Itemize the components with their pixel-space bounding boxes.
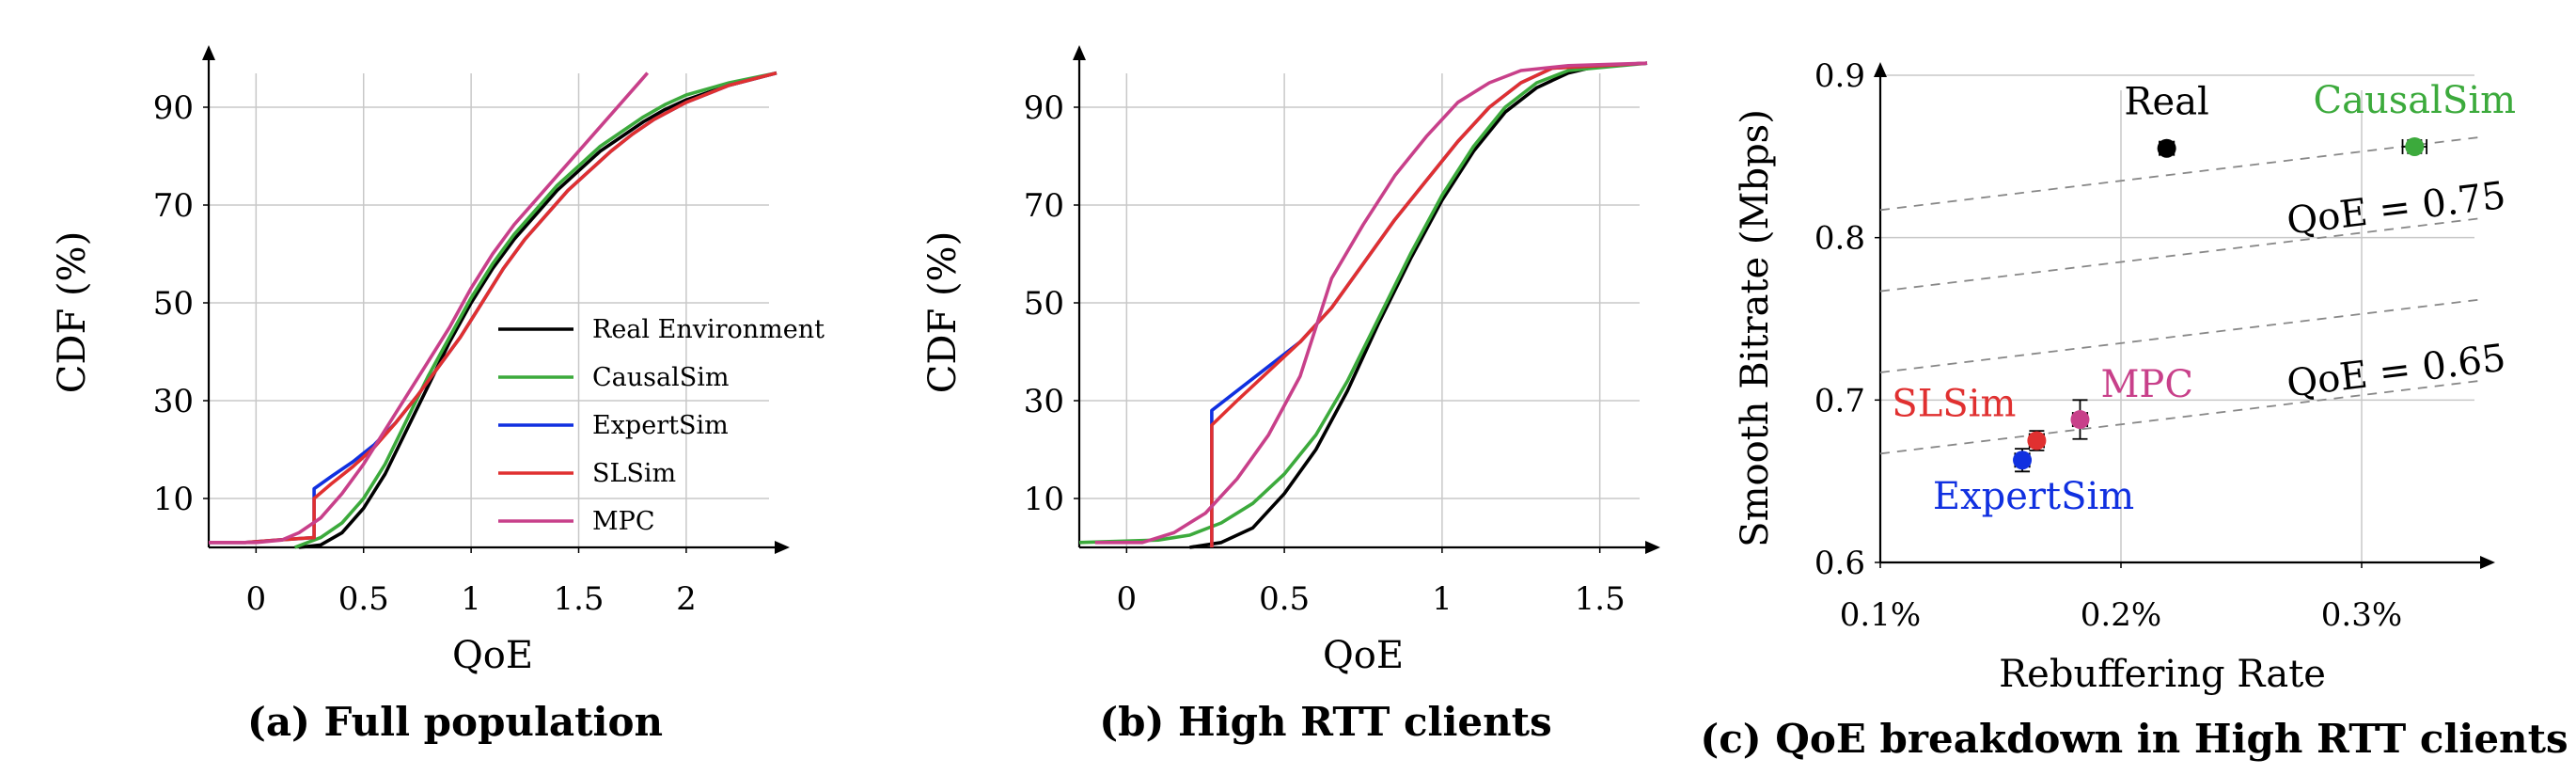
series-line-slsim — [209, 71, 778, 545]
y-tick-label: 0.6 — [1814, 545, 1865, 582]
y-axis-arrow — [1874, 62, 1887, 77]
y-tick-label: 0.8 — [1814, 220, 1865, 258]
series-line-slsim — [1210, 61, 1648, 547]
legend-label-causalsim: CausalSim — [592, 363, 729, 392]
point-label-real: Real — [2124, 81, 2208, 124]
chart-3: 0.1% 0.2% 0.3% 0.6 0.7 0.8 0.9 Rebuffering Rate… — [1700, 57, 2568, 762]
x-axis-arrow — [775, 541, 790, 554]
series-line-real-environment — [298, 71, 778, 549]
legend-label-real-environment: Real Environment — [592, 315, 825, 344]
x-tick-label: 0.3% — [2321, 596, 2402, 634]
series-line-causalsim — [1078, 61, 1648, 545]
y-axis-label: CDF (%) — [51, 231, 94, 393]
x-tick-label: 1.5 — [1575, 580, 1626, 618]
x-tick-label: 1 — [1432, 580, 1453, 618]
y-tick-label: 70 — [153, 187, 194, 225]
data-point-slsim — [2027, 431, 2047, 451]
x-tick-label: 0.1% — [1840, 596, 1921, 634]
x-tick-label: 0 — [1117, 580, 1138, 618]
point-label-causalsim: CausalSim — [2314, 79, 2517, 122]
point-label-expertsim: ExpertSim — [1933, 475, 2134, 518]
x-tick-label: 1.5 — [553, 580, 604, 618]
iso-qoe-label: QoE = 0.65 — [2285, 337, 2508, 406]
x-axis-label: Rebuffering Rate — [1999, 653, 2326, 696]
chart-1: 0 0.5 1 1.5 2 10 30 50 70 90 QoE CDF (%) (a) Full po… — [51, 45, 825, 745]
y-tick-label: 70 — [1024, 187, 1064, 225]
chart-2: 0 0.5 1 1.5 10 30 50 70 90 QoE CDF (%) (b) High RTT… — [921, 45, 1660, 745]
legend: Real Environment CausalSim ExpertSim SLSim M… — [498, 315, 825, 536]
chart-caption: (b) High RTT clients — [1099, 699, 1551, 745]
y-tick-label: 50 — [153, 285, 194, 323]
y-tick-label: 10 — [153, 481, 194, 518]
point-label-mpc: MPC — [2100, 363, 2192, 406]
legend-label-expertsim: ExpertSim — [592, 411, 729, 440]
y-tick-label: 90 — [153, 89, 194, 127]
series-line-mpc — [1094, 61, 1648, 545]
series-line-expertsim — [1210, 61, 1648, 547]
y-axis-label: Smooth Bitrate (Mbps) — [1734, 109, 1777, 547]
series-line-causalsim — [293, 71, 778, 549]
y-tick-label: 90 — [1024, 89, 1064, 127]
y-tick-label: 10 — [1024, 481, 1064, 518]
y-tick-label: 0.7 — [1814, 382, 1865, 419]
x-tick-label: 0.2% — [2081, 596, 2161, 634]
x-tick-label: 1 — [461, 580, 481, 618]
data-point-expertsim — [2013, 451, 2033, 470]
x-axis-label: QoE — [452, 634, 533, 677]
y-tick-label: 0.9 — [1814, 57, 1865, 95]
y-axis-label: CDF (%) — [921, 231, 965, 393]
legend-label-mpc: MPC — [592, 507, 654, 536]
y-tick-label: 30 — [1024, 383, 1064, 420]
y-axis-arrow — [202, 45, 215, 60]
x-tick-label: 0 — [246, 580, 267, 618]
series-line-real-environment — [1189, 61, 1648, 549]
chart-caption: (a) Full population — [247, 699, 663, 745]
iso-qoe-label: QoE = 0.75 — [2285, 174, 2508, 244]
y-axis-arrow — [1073, 45, 1086, 60]
point-label-slsim: SLSim — [1892, 383, 2016, 426]
legend-label-slsim: SLSim — [592, 459, 676, 488]
x-axis-arrow — [1645, 541, 1660, 554]
x-tick-label: 0.5 — [338, 580, 389, 618]
y-tick-label: 30 — [153, 383, 194, 420]
x-axis-label: QoE — [1323, 634, 1404, 677]
y-tick-label: 50 — [1024, 285, 1064, 323]
series-line-mpc — [209, 71, 650, 545]
x-axis-arrow — [2480, 556, 2495, 569]
series-line-expertsim — [209, 71, 778, 545]
data-point-real — [2157, 138, 2176, 158]
x-tick-label: 0.5 — [1259, 580, 1310, 618]
x-tick-label: 2 — [676, 580, 697, 618]
data-point-mpc — [2070, 410, 2090, 430]
chart-caption: (c) QoE breakdown in High RTT clients — [1700, 716, 2568, 762]
data-point-causalsim — [2405, 136, 2425, 156]
